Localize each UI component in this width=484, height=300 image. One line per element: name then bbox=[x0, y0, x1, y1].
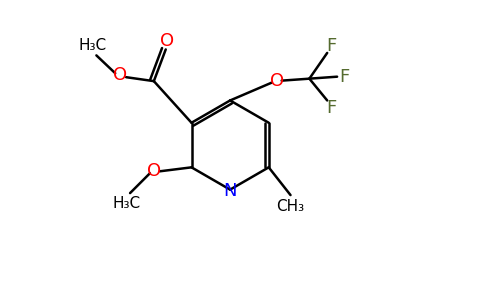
Text: O: O bbox=[147, 162, 161, 180]
Text: O: O bbox=[113, 66, 127, 84]
Text: F: F bbox=[326, 99, 336, 117]
Text: F: F bbox=[339, 68, 349, 86]
Text: O: O bbox=[160, 32, 174, 50]
Text: F: F bbox=[326, 37, 336, 55]
Text: CH₃: CH₃ bbox=[276, 200, 304, 214]
Text: H₃C: H₃C bbox=[112, 196, 140, 211]
Text: H₃C: H₃C bbox=[78, 38, 106, 53]
Text: N: N bbox=[223, 182, 237, 200]
Text: O: O bbox=[270, 72, 284, 90]
